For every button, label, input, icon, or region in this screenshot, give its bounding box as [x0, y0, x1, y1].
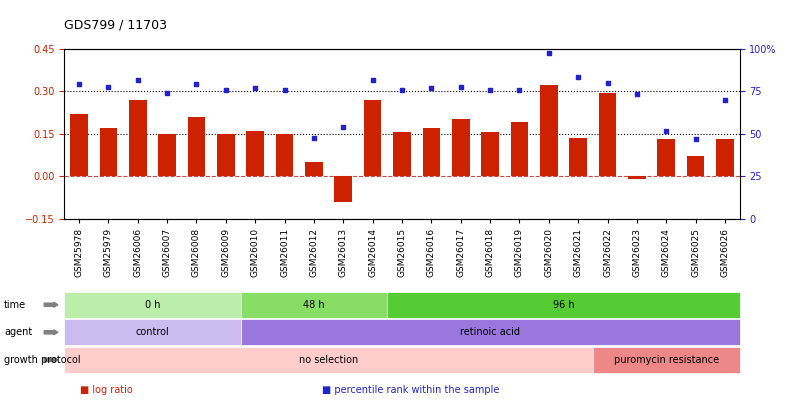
- Text: no selection: no selection: [299, 355, 358, 365]
- Text: retinoic acid: retinoic acid: [459, 327, 520, 337]
- Text: ■ log ratio: ■ log ratio: [80, 385, 133, 395]
- Point: [131, 77, 144, 83]
- Bar: [100, 128, 117, 176]
- Point: [248, 85, 261, 92]
- Point: [395, 87, 408, 93]
- Bar: [510, 122, 528, 176]
- Text: 0 h: 0 h: [145, 300, 160, 310]
- Bar: [70, 114, 88, 176]
- Bar: [451, 119, 469, 176]
- Text: ■ percentile rank within the sample: ■ percentile rank within the sample: [321, 385, 499, 395]
- Point: [512, 87, 525, 93]
- Text: agent: agent: [4, 327, 32, 337]
- Bar: [598, 93, 616, 176]
- Point: [190, 81, 202, 87]
- Bar: [364, 100, 381, 176]
- Bar: [481, 132, 499, 176]
- Bar: [686, 156, 703, 176]
- Point: [278, 87, 291, 93]
- Bar: [158, 134, 176, 176]
- Bar: [393, 132, 410, 176]
- Point: [601, 79, 613, 86]
- Bar: [187, 117, 205, 176]
- Point: [365, 77, 378, 83]
- Text: 48 h: 48 h: [303, 300, 324, 310]
- Text: time: time: [4, 300, 26, 310]
- Bar: [275, 134, 293, 176]
- Point: [571, 74, 584, 80]
- Bar: [627, 176, 645, 179]
- Bar: [657, 139, 675, 176]
- Point: [542, 50, 555, 56]
- Point: [630, 91, 642, 97]
- Text: puromycin resistance: puromycin resistance: [613, 355, 718, 365]
- Point: [219, 87, 232, 93]
- Point: [336, 123, 349, 130]
- Bar: [304, 162, 322, 176]
- Bar: [128, 100, 146, 176]
- Point: [718, 96, 731, 103]
- Bar: [540, 85, 557, 176]
- Point: [307, 135, 320, 141]
- Text: control: control: [136, 327, 169, 337]
- Point: [483, 87, 496, 93]
- Point: [161, 90, 173, 96]
- Text: growth protocol: growth protocol: [4, 355, 80, 365]
- Point: [688, 136, 701, 143]
- Bar: [217, 134, 234, 176]
- Point: [425, 85, 438, 92]
- Bar: [246, 131, 263, 176]
- Point: [102, 84, 115, 90]
- Point: [72, 81, 85, 87]
- Text: GDS799 / 11703: GDS799 / 11703: [64, 18, 167, 31]
- Bar: [569, 138, 586, 176]
- Bar: [422, 128, 439, 176]
- Point: [659, 128, 672, 134]
- Bar: [715, 139, 733, 176]
- Point: [454, 84, 467, 90]
- Bar: [334, 176, 352, 202]
- Text: 96 h: 96 h: [552, 300, 573, 310]
